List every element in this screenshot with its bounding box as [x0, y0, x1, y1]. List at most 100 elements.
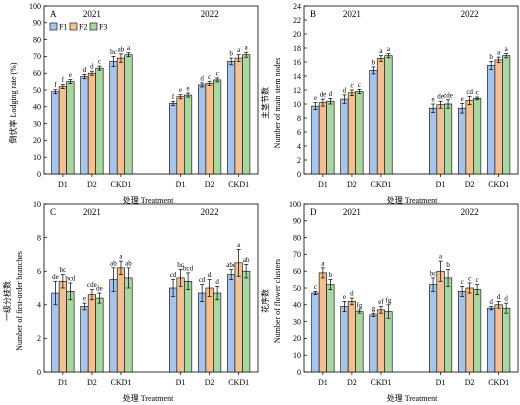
panel-c-bar-f2 [58, 280, 67, 373]
panel-a-sig-letter: f [62, 76, 65, 84]
panel-d-sig-letter: c [476, 276, 479, 284]
panel-b-sig-letter: e [432, 96, 435, 104]
panel-b-bar-f1 [369, 70, 378, 175]
panel-c-xtick-label: CKD1 [111, 378, 132, 387]
panel-c-sig-letter: bcd [65, 274, 76, 282]
panel-d-bar-f2 [318, 272, 327, 373]
panel-b-ytick-label: 0 [297, 170, 301, 179]
panel-d-sig-letter: d [497, 293, 501, 301]
panel-d-ytick-label: 70 [293, 250, 301, 259]
panel-d-bar-f3 [502, 307, 511, 373]
panel-c-sig-letter: de [52, 273, 59, 281]
panel-a-sig-letter: f [54, 81, 57, 89]
panel-b-bar-f2 [436, 104, 445, 175]
panel-d-sig-letter: fg [356, 301, 362, 309]
panel-d-xtick-label: D2 [465, 378, 475, 387]
panel-b-ytick-label: 10 [293, 100, 301, 109]
panel-b-xtick-label: CKD1 [371, 180, 392, 189]
panel-b-sig-letter: a [379, 47, 383, 55]
panel-a-sig-letter: a [245, 44, 249, 52]
panel-d-bar-f2 [376, 309, 386, 373]
panel-b-sig-letter: c [476, 89, 479, 97]
panel-a-ytick-label: 90 [33, 19, 41, 28]
panel-d-sig-letter: a [439, 253, 443, 261]
panel-b-bar-f1 [340, 98, 349, 175]
panel-a-xtick-label: D1 [58, 180, 68, 189]
panel-b-sig-letter: e [461, 95, 464, 103]
panel-a-sig-letter: f [172, 93, 175, 101]
panel-a-bar-f1 [198, 84, 207, 175]
panel-a-sig-letter: d [83, 66, 87, 74]
panel-d-sig-letter: d [350, 290, 354, 298]
panel-d-bar-f2 [436, 270, 445, 373]
panel-a-sig-letter: b [229, 50, 233, 58]
panel-d-bar-f2 [347, 301, 356, 373]
panel-a-legend-swatch [69, 22, 78, 31]
panel-d-bar-f1 [311, 292, 320, 373]
panel-d-ytick-label: 50 [293, 284, 301, 293]
panel-d-sig-letter: a [321, 259, 325, 267]
panel-b-ytick-label: 12 [293, 86, 301, 95]
panel-c-xtick-label: D2 [87, 378, 97, 387]
panel-c-xtick-label: D1 [176, 378, 186, 387]
panel-a-ytick-label: 20 [33, 136, 41, 145]
panel-d-sig-letter: g [372, 305, 376, 313]
panel-d-bar-f1 [340, 306, 349, 373]
panel-b-sig-letter: c [358, 81, 361, 89]
panel-b-letter: B [310, 9, 316, 19]
panel-a-bar-f2 [58, 86, 67, 175]
panel-a-bar-f2 [234, 57, 243, 175]
panel-c-bar-f3 [242, 270, 251, 373]
panel-d-ytick-label: 60 [293, 267, 301, 276]
panel-d-bar-f2 [465, 287, 474, 373]
panel-a-ytick-label: 70 [33, 52, 41, 61]
panel-d-ytick-label: 0 [297, 368, 301, 377]
panel-c-sig-letter: bc [60, 266, 67, 274]
panel-d-frame [303, 203, 519, 373]
panel-d-sig-letter: e [343, 293, 346, 301]
panel-a-sig-letter: c [98, 58, 101, 66]
panel-c-ytick-label: 10 [33, 200, 41, 209]
panel-d-ytick-label: 90 [293, 217, 301, 226]
panel-d-bar-f3 [384, 311, 393, 373]
panel-d-bar-f1 [458, 291, 467, 373]
panel-d-ytick-label: 40 [293, 301, 301, 310]
panel-a-sig-letter: d [200, 74, 204, 82]
panel-c-ytick-label: 4 [37, 301, 41, 310]
panel-a-sig-letter: ab [118, 45, 125, 53]
panel-d: 花序数 Number of flower clusters 0 10 20 30 40 5… [260, 200, 519, 403]
panel-d-ylabel-en: Number of flower clusters [273, 259, 282, 343]
panel-a-ytick-label: 100 [29, 2, 41, 11]
panel-b-bar-f3 [502, 55, 511, 175]
panel-a-bar-f2 [116, 57, 126, 175]
panel-a-bar-f2 [87, 72, 96, 175]
panel-c-bar-f3 [124, 277, 133, 373]
panel-d-sig-letter: c [314, 283, 317, 291]
panel-b-sig-letter: d [343, 86, 347, 94]
panel-c-sig-letter: ab [243, 256, 250, 264]
panel-d-bar-f2 [494, 304, 503, 373]
panel-b-xtick-label: CKD1 [488, 180, 509, 189]
panel-b-bar-f2 [465, 100, 474, 175]
panel-c-sig-letter: cd [170, 271, 177, 279]
panel-c-sig-letter: abc [226, 261, 236, 269]
panel-a-ytick-label: 30 [33, 119, 41, 128]
panel-c-bar-f1 [198, 292, 207, 373]
panel-a-bar-f3 [95, 67, 104, 175]
panel-d-ytick-label: 100 [289, 200, 301, 209]
panel-b-sig-letter: a [497, 49, 501, 57]
panel-c-bar-f2 [87, 294, 96, 373]
panel-c-ylabel-cn: 一级分枝数 [2, 281, 12, 321]
panel-a-legend-label: F1 [59, 23, 67, 32]
panel-d-xtick-label: D2 [347, 378, 357, 387]
panel-a-sig-letter: e [187, 85, 190, 93]
panel-b-ytick-label: 6 [297, 128, 301, 137]
panel-a-sig-letter: d [90, 63, 94, 71]
panel-d-sig-letter: b [329, 271, 333, 279]
panel-a-legend-label: F3 [99, 23, 107, 32]
panel-b-sig-letter: e [314, 94, 317, 102]
panel-d-xtick-label: D1 [436, 378, 446, 387]
panel-d-sig-letter: c [461, 278, 464, 286]
panel-c-bar-f1 [80, 306, 89, 373]
